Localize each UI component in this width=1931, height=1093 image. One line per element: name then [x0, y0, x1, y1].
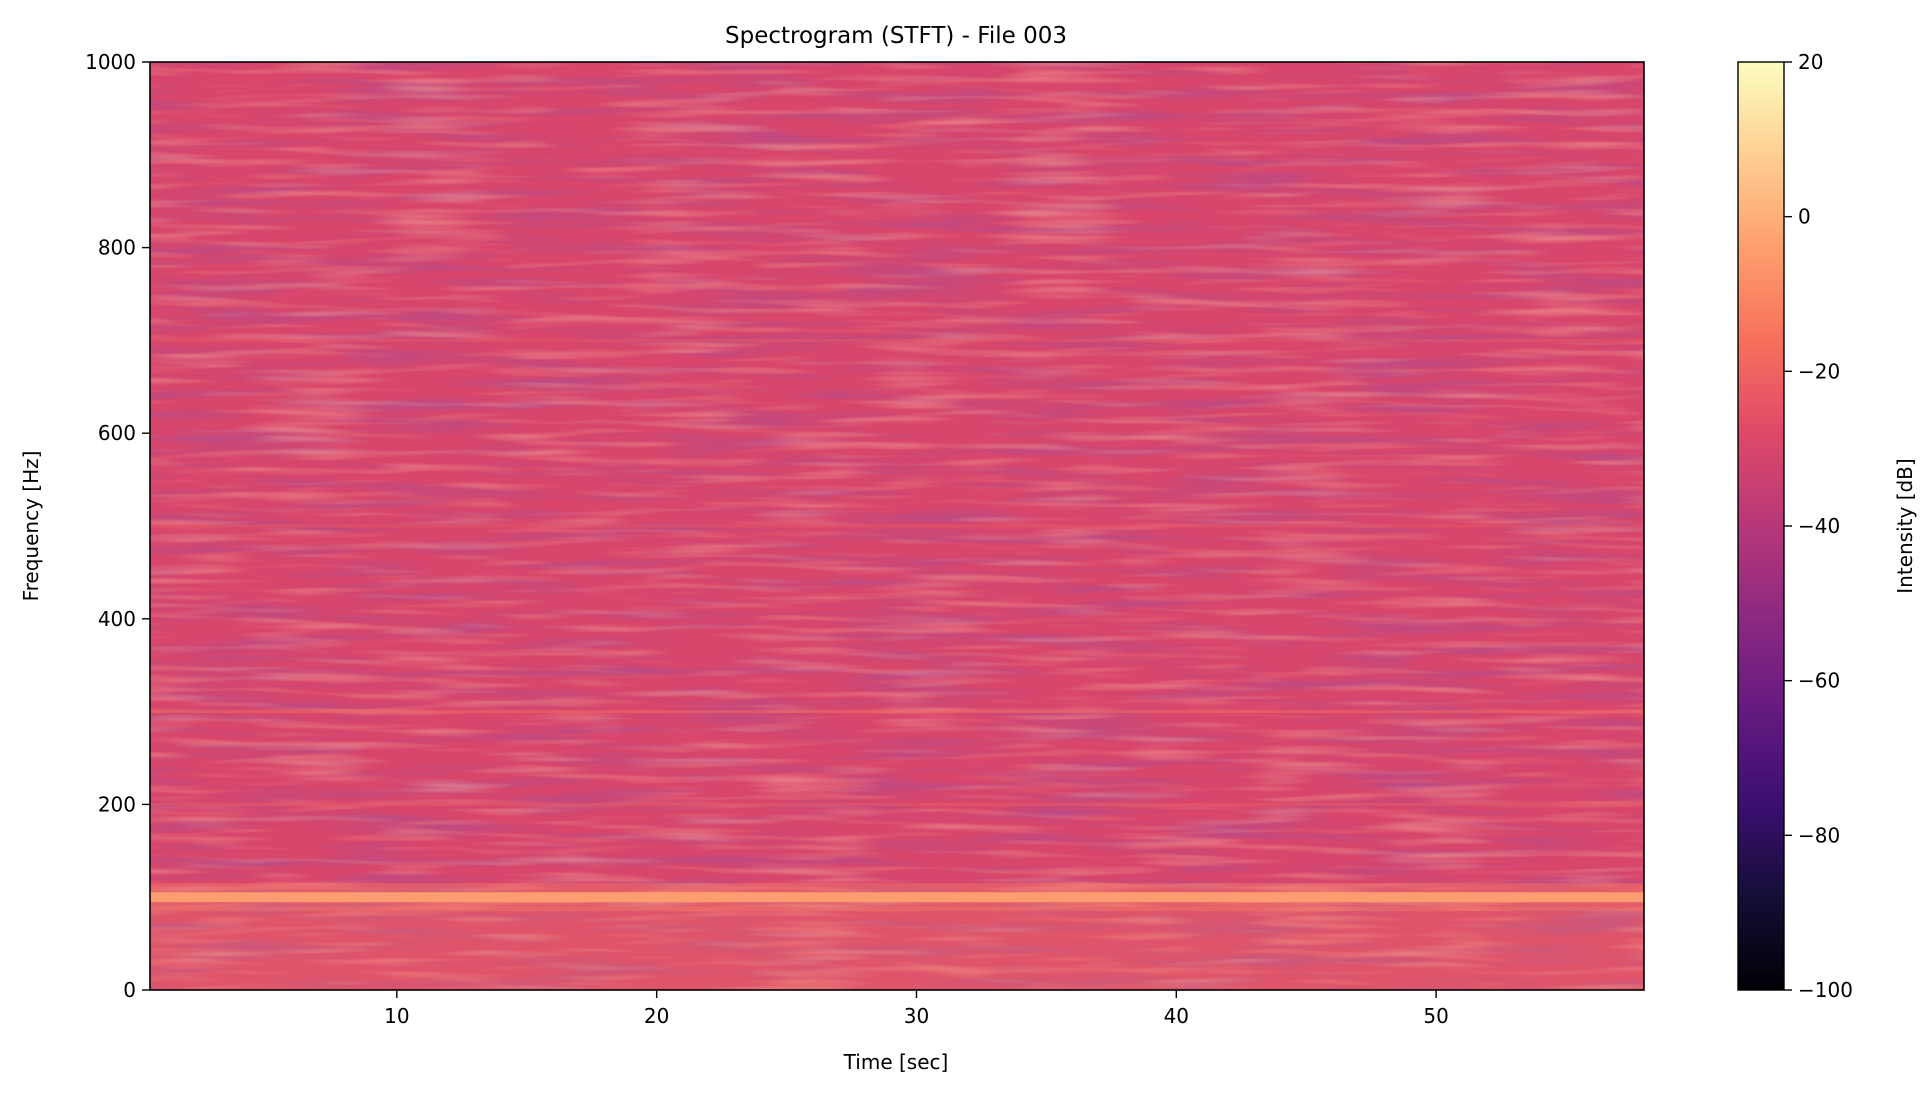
tonal-line-200hz — [150, 802, 1644, 806]
chart-title: Spectrogram (STFT) - File 003 — [725, 23, 1067, 49]
y-axis: 0 200 400 600 800 1000 — [85, 50, 150, 1002]
y-tick-label: 400 — [98, 607, 136, 631]
y-tick-label: 600 — [98, 421, 136, 445]
x-axis: 10 20 30 40 50 — [384, 990, 1449, 1028]
x-axis-label: Time [sec] — [843, 1050, 949, 1074]
y-tick-label: 200 — [98, 792, 136, 816]
x-tick-label: 30 — [904, 1004, 929, 1028]
y-axis-label: Frequency [Hz] — [19, 451, 43, 602]
plot-frame — [149, 61, 1645, 991]
low-frequency-band — [150, 906, 1644, 990]
y-tick-label: 800 — [98, 236, 136, 260]
y-tick-label: 1000 — [85, 50, 136, 74]
colorbar-gradient — [1737, 61, 1785, 991]
colorbar-tick-label: −100 — [1798, 978, 1853, 1002]
colorbar-tick-label: 20 — [1798, 50, 1823, 74]
colorbar-tick-label: −80 — [1798, 823, 1840, 847]
colorbar-tick-label: −40 — [1798, 514, 1840, 538]
colorbar-tick-label: −20 — [1798, 359, 1840, 383]
tonal-line-500hz — [150, 524, 1644, 528]
x-tick-label: 20 — [644, 1004, 669, 1028]
plot-area — [149, 61, 1645, 991]
y-tick-label: 0 — [123, 978, 136, 1002]
colorbar-tick-label: −60 — [1798, 669, 1840, 693]
tonal-line-300hz — [150, 710, 1644, 714]
tonal-line-100hz — [150, 892, 1644, 903]
tonal-line-700hz — [150, 338, 1644, 342]
x-tick-label: 10 — [384, 1004, 409, 1028]
colorbar: 20 0 −20 −40 −60 −80 −100 — [1737, 50, 1853, 1002]
colorbar-tick-label: 0 — [1798, 205, 1811, 229]
colorbar-label: Intensity [dB] — [1893, 458, 1917, 593]
x-tick-label: 50 — [1423, 1004, 1448, 1028]
x-tick-label: 40 — [1164, 1004, 1189, 1028]
tonal-line-glow — [150, 883, 1644, 912]
